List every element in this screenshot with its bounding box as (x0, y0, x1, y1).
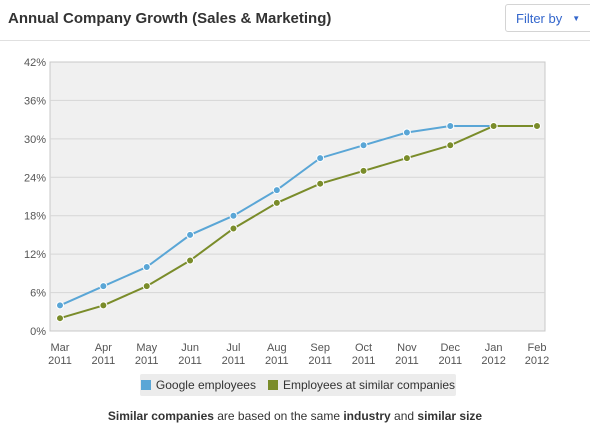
x-tick-label-year: 2011 (92, 355, 116, 367)
filter-by-label: Filter by (516, 10, 563, 26)
footnote: Similar companies are based on the same … (0, 409, 590, 423)
data-point-similar (272, 198, 281, 207)
x-tick-label-year: 2011 (135, 355, 159, 367)
x-tick-label-month: Aug (267, 342, 287, 354)
data-point-google (99, 282, 108, 291)
legend: Google employees Employees at similar co… (140, 374, 456, 396)
title-divider (0, 40, 590, 41)
y-tick-label: 12% (24, 249, 46, 261)
y-tick-label: 0% (30, 326, 46, 338)
x-tick-label-month: Jun (181, 342, 199, 354)
footnote-part3: industry (343, 409, 391, 423)
x-tick-label-year: 2011 (265, 355, 289, 367)
y-tick-label: 24% (24, 172, 46, 184)
x-tick-label-year: 2011 (438, 355, 462, 367)
x-tick-label-month: Jul (226, 342, 240, 354)
data-point-google (229, 211, 238, 220)
x-tick-label-year: 2011 (48, 355, 72, 367)
data-point-similar (56, 314, 64, 323)
data-point-google (272, 186, 281, 195)
x-tick-label-year: 2011 (222, 355, 246, 367)
y-tick-label: 18% (24, 211, 46, 223)
data-point-similar (142, 282, 151, 291)
legend-item-similar: Employees at similar companies (267, 378, 456, 392)
data-point-google (56, 301, 64, 310)
legend-swatch-google (140, 380, 151, 390)
x-tick-label-month: Oct (355, 342, 372, 354)
y-tick-label: 30% (24, 134, 46, 146)
x-tick-label-month: Sep (310, 342, 330, 354)
footnote-part2: are based on the same (213, 409, 344, 423)
data-point-similar (186, 256, 195, 265)
data-point-similar (316, 179, 325, 188)
x-tick-label-year: 2011 (308, 355, 332, 367)
legend-swatch-similar (267, 380, 278, 390)
data-point-google (402, 128, 411, 137)
x-tick-label-month: Dec (440, 342, 460, 354)
chevron-down-icon: ▼ (572, 13, 581, 23)
x-tick-label-year: 2012 (481, 355, 505, 367)
x-tick-label-month: Feb (528, 342, 547, 354)
legend-item-google: Google employees (140, 378, 256, 392)
legend-label-google: Google employees (155, 378, 256, 392)
y-tick-label: 6% (30, 288, 46, 300)
series-line-similar (59, 125, 537, 320)
x-tick-label-month: May (136, 342, 157, 354)
x-tick-label-year: 2011 (352, 355, 376, 367)
x-tick-label-month: Mar (51, 342, 70, 354)
data-point-google (142, 262, 151, 271)
data-point-similar (402, 154, 411, 163)
x-tick-label-month: Jan (485, 342, 503, 354)
x-tick-label-year: 2012 (525, 355, 549, 367)
footnote-part5: similar size (417, 409, 483, 423)
legend-label-similar: Employees at similar companies (282, 378, 456, 392)
data-point-similar (489, 122, 498, 131)
data-point-similar (99, 301, 108, 310)
chart-title: Annual Company Growth (Sales & Marketing… (8, 10, 332, 27)
x-tick-label-year: 2011 (395, 355, 419, 367)
footnote-part4: and (390, 409, 418, 423)
y-tick-label: 36% (24, 95, 46, 107)
x-tick-label-month: Nov (397, 342, 417, 354)
plot-area (49, 61, 546, 332)
footnote-part1: Similar companies (107, 409, 214, 423)
filter-by-button[interactable]: Filter by ▼ (505, 4, 590, 32)
data-point-similar (446, 141, 455, 150)
data-point-google (316, 154, 325, 163)
data-point-google (186, 230, 195, 239)
y-tick-label: 42% (24, 57, 46, 69)
x-tick-label-year: 2011 (178, 355, 202, 367)
x-tick-label-month: Apr (95, 342, 112, 354)
data-point-similar (229, 224, 238, 233)
data-point-similar (533, 122, 541, 131)
data-point-similar (359, 166, 368, 175)
data-point-google (446, 122, 455, 131)
data-point-google (359, 141, 368, 150)
